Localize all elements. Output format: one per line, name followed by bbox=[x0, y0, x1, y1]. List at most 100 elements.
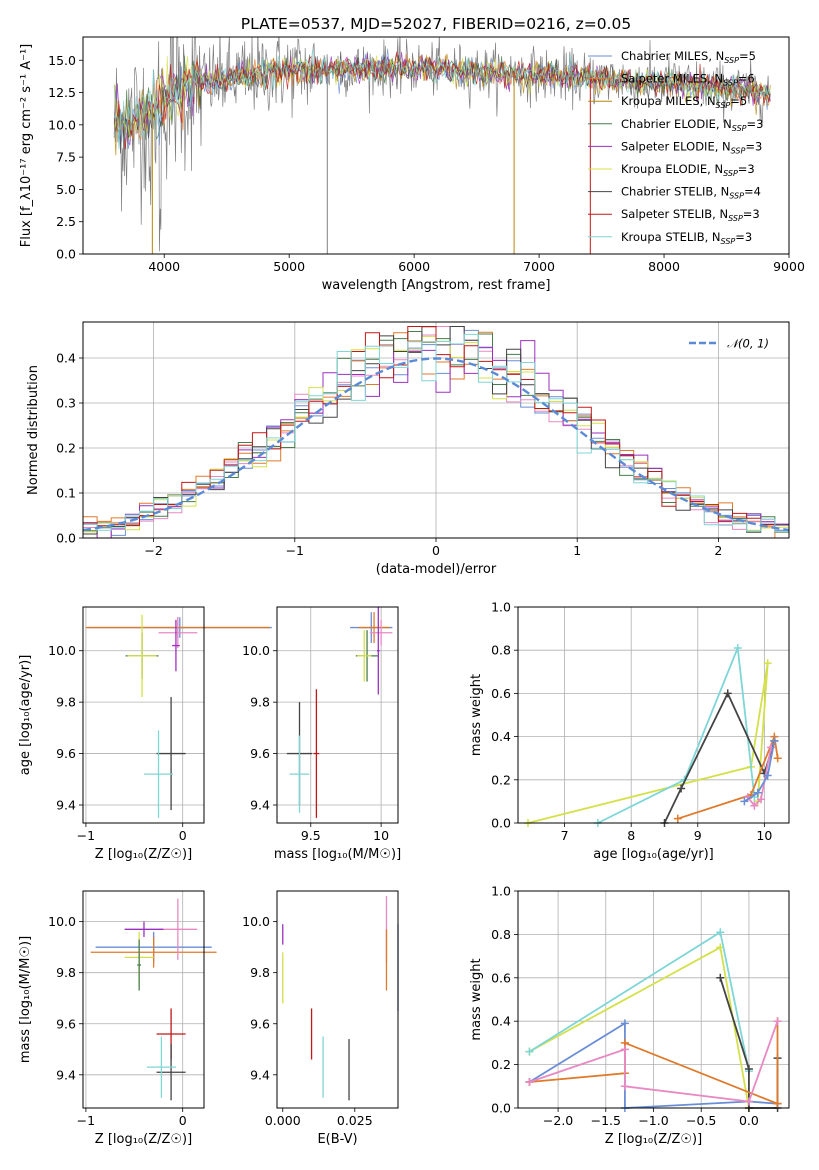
series-marker bbox=[763, 771, 772, 780]
x-tick-label: 0.025 bbox=[337, 1113, 373, 1128]
y-tick-label: 0.0 bbox=[491, 816, 511, 831]
legend-label: Chabrier STELIB, NSSP=4 bbox=[621, 185, 761, 201]
y-tick-label: 0.0 bbox=[56, 531, 76, 546]
y-tick-label: 0.8 bbox=[491, 927, 511, 942]
model-spectrum-9 bbox=[113, 49, 771, 150]
y-tick-label: 10.0 bbox=[48, 643, 76, 658]
x-axis-label: age [log₁₀(age/yr)] bbox=[593, 847, 714, 862]
y-tick-label: 9.6 bbox=[250, 746, 270, 761]
x-tick-label: 8 bbox=[627, 828, 635, 843]
series-marker bbox=[716, 973, 725, 982]
x-tick-label: 0 bbox=[179, 1113, 187, 1128]
series-marker bbox=[620, 1082, 629, 1091]
series-marker bbox=[525, 1047, 534, 1056]
series-line bbox=[529, 930, 750, 1072]
x-axis-label: Z [log₁₀(Z/Z☉)] bbox=[605, 1132, 702, 1147]
x-axis-label: E(B-V) bbox=[317, 1132, 357, 1147]
y-tick-label: 1.0 bbox=[491, 600, 511, 615]
series-marker bbox=[757, 795, 766, 804]
y-tick-label: 0.4 bbox=[491, 729, 511, 744]
x-tick-label: 7 bbox=[561, 828, 569, 843]
y-tick-label: 1.0 bbox=[491, 884, 511, 899]
x-axis-label: wavelength [Angstrom, rest frame] bbox=[322, 278, 551, 293]
errorbar-point-7 bbox=[156, 697, 186, 811]
x-tick-label: 0 bbox=[179, 828, 187, 843]
x-tick-label: 1 bbox=[573, 543, 581, 558]
x-tick-label: 2 bbox=[714, 543, 722, 558]
series-line bbox=[529, 946, 750, 1109]
series-marker bbox=[773, 754, 782, 763]
plot-area bbox=[523, 644, 782, 827]
errorbar-point-3 bbox=[158, 898, 198, 960]
x-axis-label: Z [log₁₀(Z/Z☉)] bbox=[95, 1132, 192, 1147]
errorbar-point-5 bbox=[357, 630, 372, 682]
legend-label: 𝒩(0, 1) bbox=[727, 337, 769, 351]
series-marker bbox=[773, 1017, 782, 1026]
x-axis-label: Z [log₁₀(Z/Z☉)] bbox=[95, 847, 192, 862]
series-line bbox=[746, 747, 772, 808]
y-tick-label: 0.2 bbox=[491, 1057, 511, 1072]
legend-label: Kroupa MILES, NSSP=5 bbox=[621, 94, 747, 110]
legend-label: Salpeter ELODIE, NSSP=3 bbox=[621, 139, 762, 155]
y-tick-label: 12.5 bbox=[48, 85, 76, 100]
y-tick-label: 10.0 bbox=[242, 914, 270, 929]
errorbar-point-6 bbox=[376, 607, 380, 695]
errorbar-point-8 bbox=[313, 689, 320, 818]
series-line bbox=[677, 733, 779, 820]
errorbar-point-2 bbox=[90, 936, 217, 968]
series-marker bbox=[763, 659, 772, 668]
errorbar-point-2 bbox=[358, 612, 390, 643]
y-tick-label: 10.0 bbox=[48, 117, 76, 132]
y-tick-label: 0.4 bbox=[491, 1014, 511, 1029]
x-axis-label: (data-model)/error bbox=[376, 562, 497, 577]
x-tick-label: −1 bbox=[77, 828, 95, 843]
weight-series-2 bbox=[525, 928, 753, 1076]
histogram-9 bbox=[82, 333, 789, 538]
y-axis-label: age [log₁₀(age/yr)] bbox=[18, 655, 33, 776]
axes-frame bbox=[517, 890, 790, 1109]
y-axis-label: Normed distribution bbox=[26, 365, 41, 495]
series-marker bbox=[744, 1097, 753, 1106]
legend-label: Salpeter MILES, NSSP=6 bbox=[621, 72, 755, 88]
y-axis-label: mass [log₁₀(M/M☉)] bbox=[18, 936, 33, 1063]
errorbar-point-6 bbox=[172, 619, 180, 672]
axes-frame bbox=[82, 36, 790, 255]
axes-frame bbox=[517, 606, 790, 824]
model-spectrum-4 bbox=[113, 51, 771, 142]
x-tick-label: 7000 bbox=[523, 259, 555, 274]
chart-age_vs_mass: 9.5 10 9.4 9.6 9.8 10.0 mass [log₁₀(M/M☉)] bbox=[242, 606, 401, 862]
y-axis-label: mass weight bbox=[469, 674, 484, 756]
model-spectrum-1 bbox=[113, 48, 771, 150]
y-tick-label: 9.4 bbox=[56, 1067, 76, 1082]
y-tick-label: 9.4 bbox=[56, 798, 76, 813]
y-tick-label: 9.4 bbox=[250, 798, 270, 813]
x-tick-label: −1.5 bbox=[591, 1113, 621, 1128]
x-tick-label: 9 bbox=[694, 828, 702, 843]
series-line bbox=[743, 740, 776, 803]
x-tick-label: 0 bbox=[432, 543, 440, 558]
y-tick-label: 0.6 bbox=[491, 970, 511, 985]
legend-label: Kroupa STELIB, NSSP=3 bbox=[621, 230, 752, 246]
model-spectrum-8 bbox=[113, 51, 771, 150]
x-tick-label: 10 bbox=[373, 828, 389, 843]
series-marker bbox=[773, 1099, 782, 1108]
y-tick-label: 7.5 bbox=[56, 150, 76, 165]
y-tick-label: 9.8 bbox=[250, 965, 270, 980]
y-tick-label: 0.4 bbox=[56, 351, 76, 366]
plot-area bbox=[82, 326, 790, 539]
y-tick-label: 10.0 bbox=[48, 914, 76, 929]
axes-frame bbox=[82, 606, 205, 824]
legend-label: Salpeter STELIB, NSSP=3 bbox=[621, 207, 760, 223]
series-marker bbox=[673, 814, 682, 823]
y-tick-label: 0.2 bbox=[491, 772, 511, 787]
y-tick-label: 10.0 bbox=[242, 643, 270, 658]
y-tick-label: 0.0 bbox=[56, 247, 76, 262]
y-tick-label: 9.8 bbox=[56, 965, 76, 980]
y-tick-label: 9.6 bbox=[250, 1016, 270, 1031]
series-line bbox=[527, 663, 769, 824]
errorbar-point-8 bbox=[143, 730, 174, 818]
chart-mass_weight_vs_Z: −2.0 −1.5 −1.0 −0.5 0.0 0.0 0.2 0.4 0.6 0.8 1.0 Z [… bbox=[469, 884, 790, 1147]
errorbar-point-9 bbox=[146, 1036, 176, 1098]
x-tick-label: −0.5 bbox=[686, 1113, 716, 1128]
